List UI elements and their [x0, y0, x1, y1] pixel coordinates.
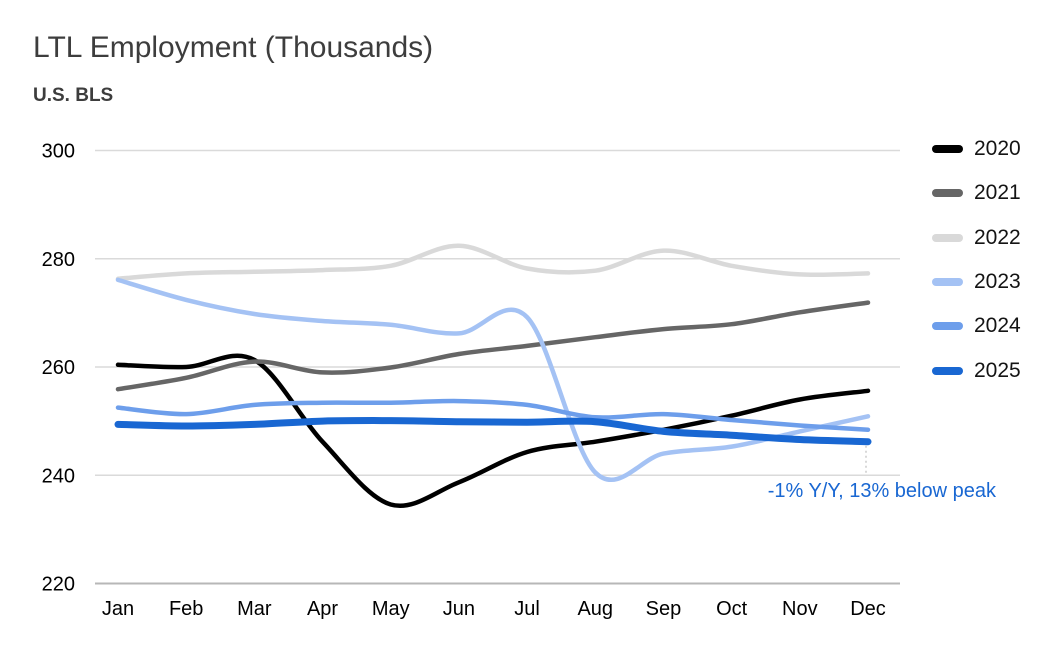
legend-label-2024: 2024 — [974, 314, 1021, 338]
x-tick-label-oct: Oct — [716, 598, 748, 620]
chart-subtitle: U.S. BLS — [33, 85, 114, 106]
legend-item-2021: 2021 — [932, 171, 1021, 215]
series-line-2023 — [115, 277, 871, 482]
legend-swatch-2021 — [932, 189, 963, 198]
series-line-2021 — [115, 300, 871, 392]
x-tick-label-jan: Jan — [102, 598, 134, 620]
y-tick-label-300: 300 — [42, 141, 75, 163]
legend-swatch-2024 — [932, 322, 963, 331]
legend-swatch-2022 — [932, 233, 963, 242]
x-tick-label-dec: Dec — [850, 598, 886, 620]
x-tick-label-nov: Nov — [782, 598, 818, 620]
legend-swatch-2025 — [932, 366, 963, 375]
chart-legend: 2020 2021 2022 2023 2024 2025 — [932, 127, 1021, 393]
x-tick-label-jun: Jun — [443, 598, 475, 620]
legend-label-2020: 2020 — [974, 137, 1021, 161]
x-tick-label-apr: Apr — [307, 598, 338, 620]
y-tick-label-280: 280 — [42, 249, 75, 271]
chart-title: LTL Employment (Thousands) — [33, 31, 434, 64]
x-tick-label-may: May — [372, 598, 410, 620]
legend-item-2023: 2023 — [932, 260, 1021, 304]
series-line-2025 — [114, 417, 872, 446]
legend-swatch-2023 — [932, 278, 963, 287]
x-tick-label-feb: Feb — [169, 598, 203, 620]
legend-item-2024: 2024 — [932, 304, 1021, 348]
legend-item-2020: 2020 — [932, 127, 1021, 171]
legend-item-2025: 2025 — [932, 348, 1021, 392]
legend-label-2023: 2023 — [974, 270, 1021, 294]
y-tick-label-260: 260 — [42, 357, 75, 379]
x-tick-label-jul: Jul — [514, 598, 540, 620]
legend-label-2022: 2022 — [974, 225, 1021, 249]
legend-label-2025: 2025 — [974, 358, 1021, 382]
y-tick-label-220: 220 — [42, 574, 75, 596]
legend-swatch-2020 — [932, 145, 963, 154]
y-tick-label-240: 240 — [42, 465, 75, 487]
legend-item-2022: 2022 — [932, 216, 1021, 260]
series-line-2024 — [115, 398, 871, 433]
annotation-yoy: -1% Y/Y, 13% below peak — [767, 480, 996, 502]
series-line-2022 — [115, 243, 871, 282]
x-tick-label-mar: Mar — [237, 598, 272, 620]
series-line-2020 — [115, 353, 871, 509]
x-tick-label-aug: Aug — [577, 598, 613, 620]
x-tick-label-sep: Sep — [646, 598, 682, 620]
legend-label-2021: 2021 — [974, 181, 1021, 205]
